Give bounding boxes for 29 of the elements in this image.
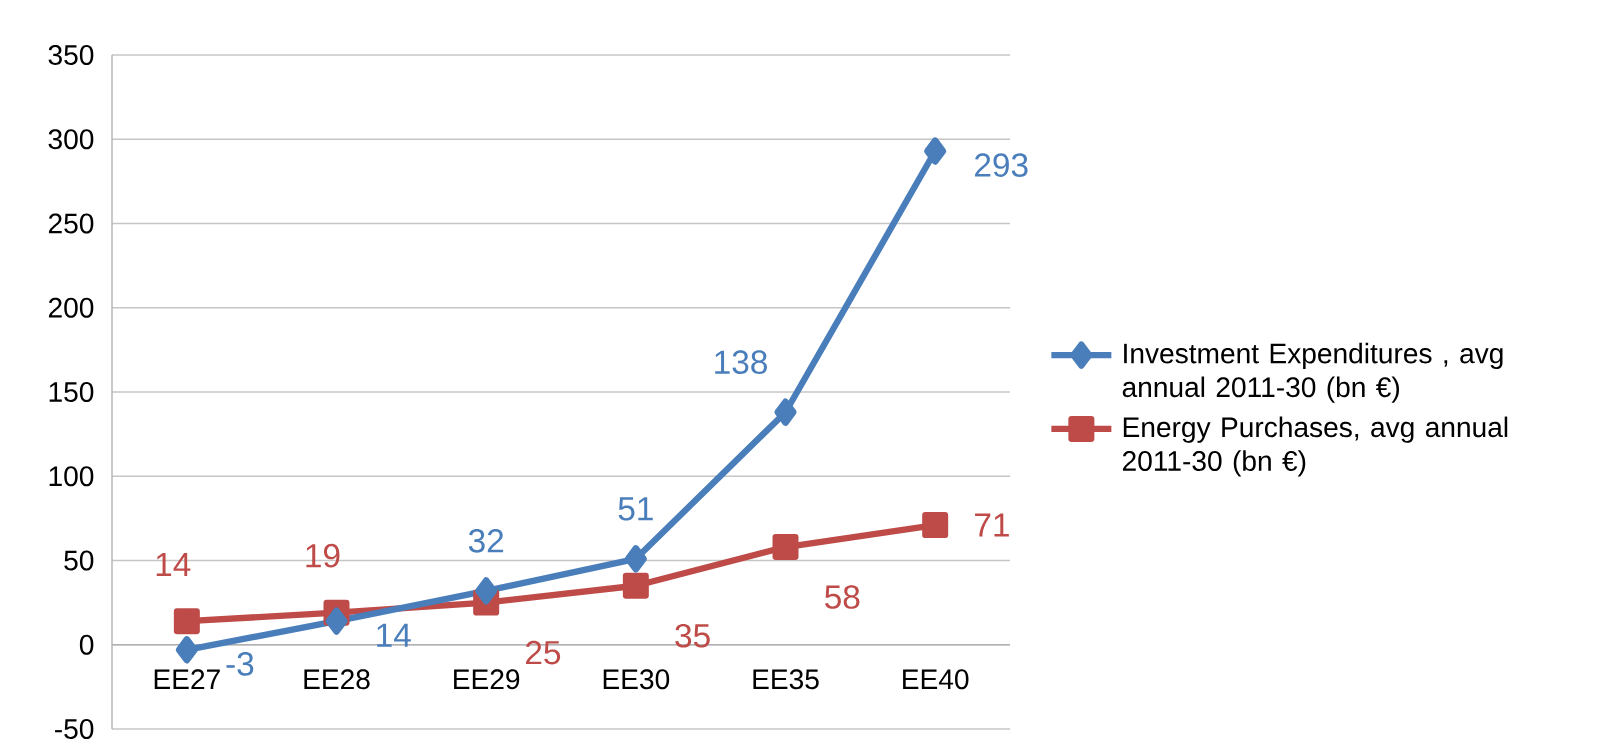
data-label: 293	[975, 153, 1028, 177]
x-tick-label: EE27	[154, 669, 220, 689]
x-tick-label: EE35	[753, 669, 819, 690]
data-label: 19	[306, 543, 340, 568]
y-tick-label: 150	[49, 382, 94, 402]
x-tick-label: EE30	[603, 669, 670, 690]
data-label: 14	[377, 623, 411, 647]
data-label: 32	[468, 528, 504, 553]
data-label: 71	[975, 513, 1009, 537]
x-tick-label: EE29	[454, 669, 520, 690]
y-tick-label: 200	[48, 297, 94, 318]
legend-label: Investment Expenditures , avg annual 2011-30 (bn €)	[1122, 342, 1503, 403]
y-tick-label: 300	[48, 129, 94, 150]
y-tick-label: 0	[79, 634, 94, 655]
data-label: 25	[526, 640, 561, 665]
data-label: 58	[825, 585, 860, 609]
data-label: 51	[618, 497, 653, 521]
data-label: -3	[226, 652, 254, 676]
y-tick-label: 250	[48, 213, 94, 234]
y-tick-label: 50	[64, 550, 94, 571]
x-tick-label: EE40	[903, 669, 969, 690]
y-tick-label: 100	[49, 466, 94, 487]
legend-label: Energy Purchases, avg annual 2011-30 (bn €)	[1122, 416, 1508, 477]
data-label: 14	[156, 552, 191, 576]
data-label: 138	[715, 350, 767, 375]
y-tick-label: -50	[55, 719, 94, 739]
x-tick-label: EE28	[304, 669, 370, 690]
y-tick-label: 350	[48, 45, 94, 65]
data-label: 35	[675, 623, 710, 648]
